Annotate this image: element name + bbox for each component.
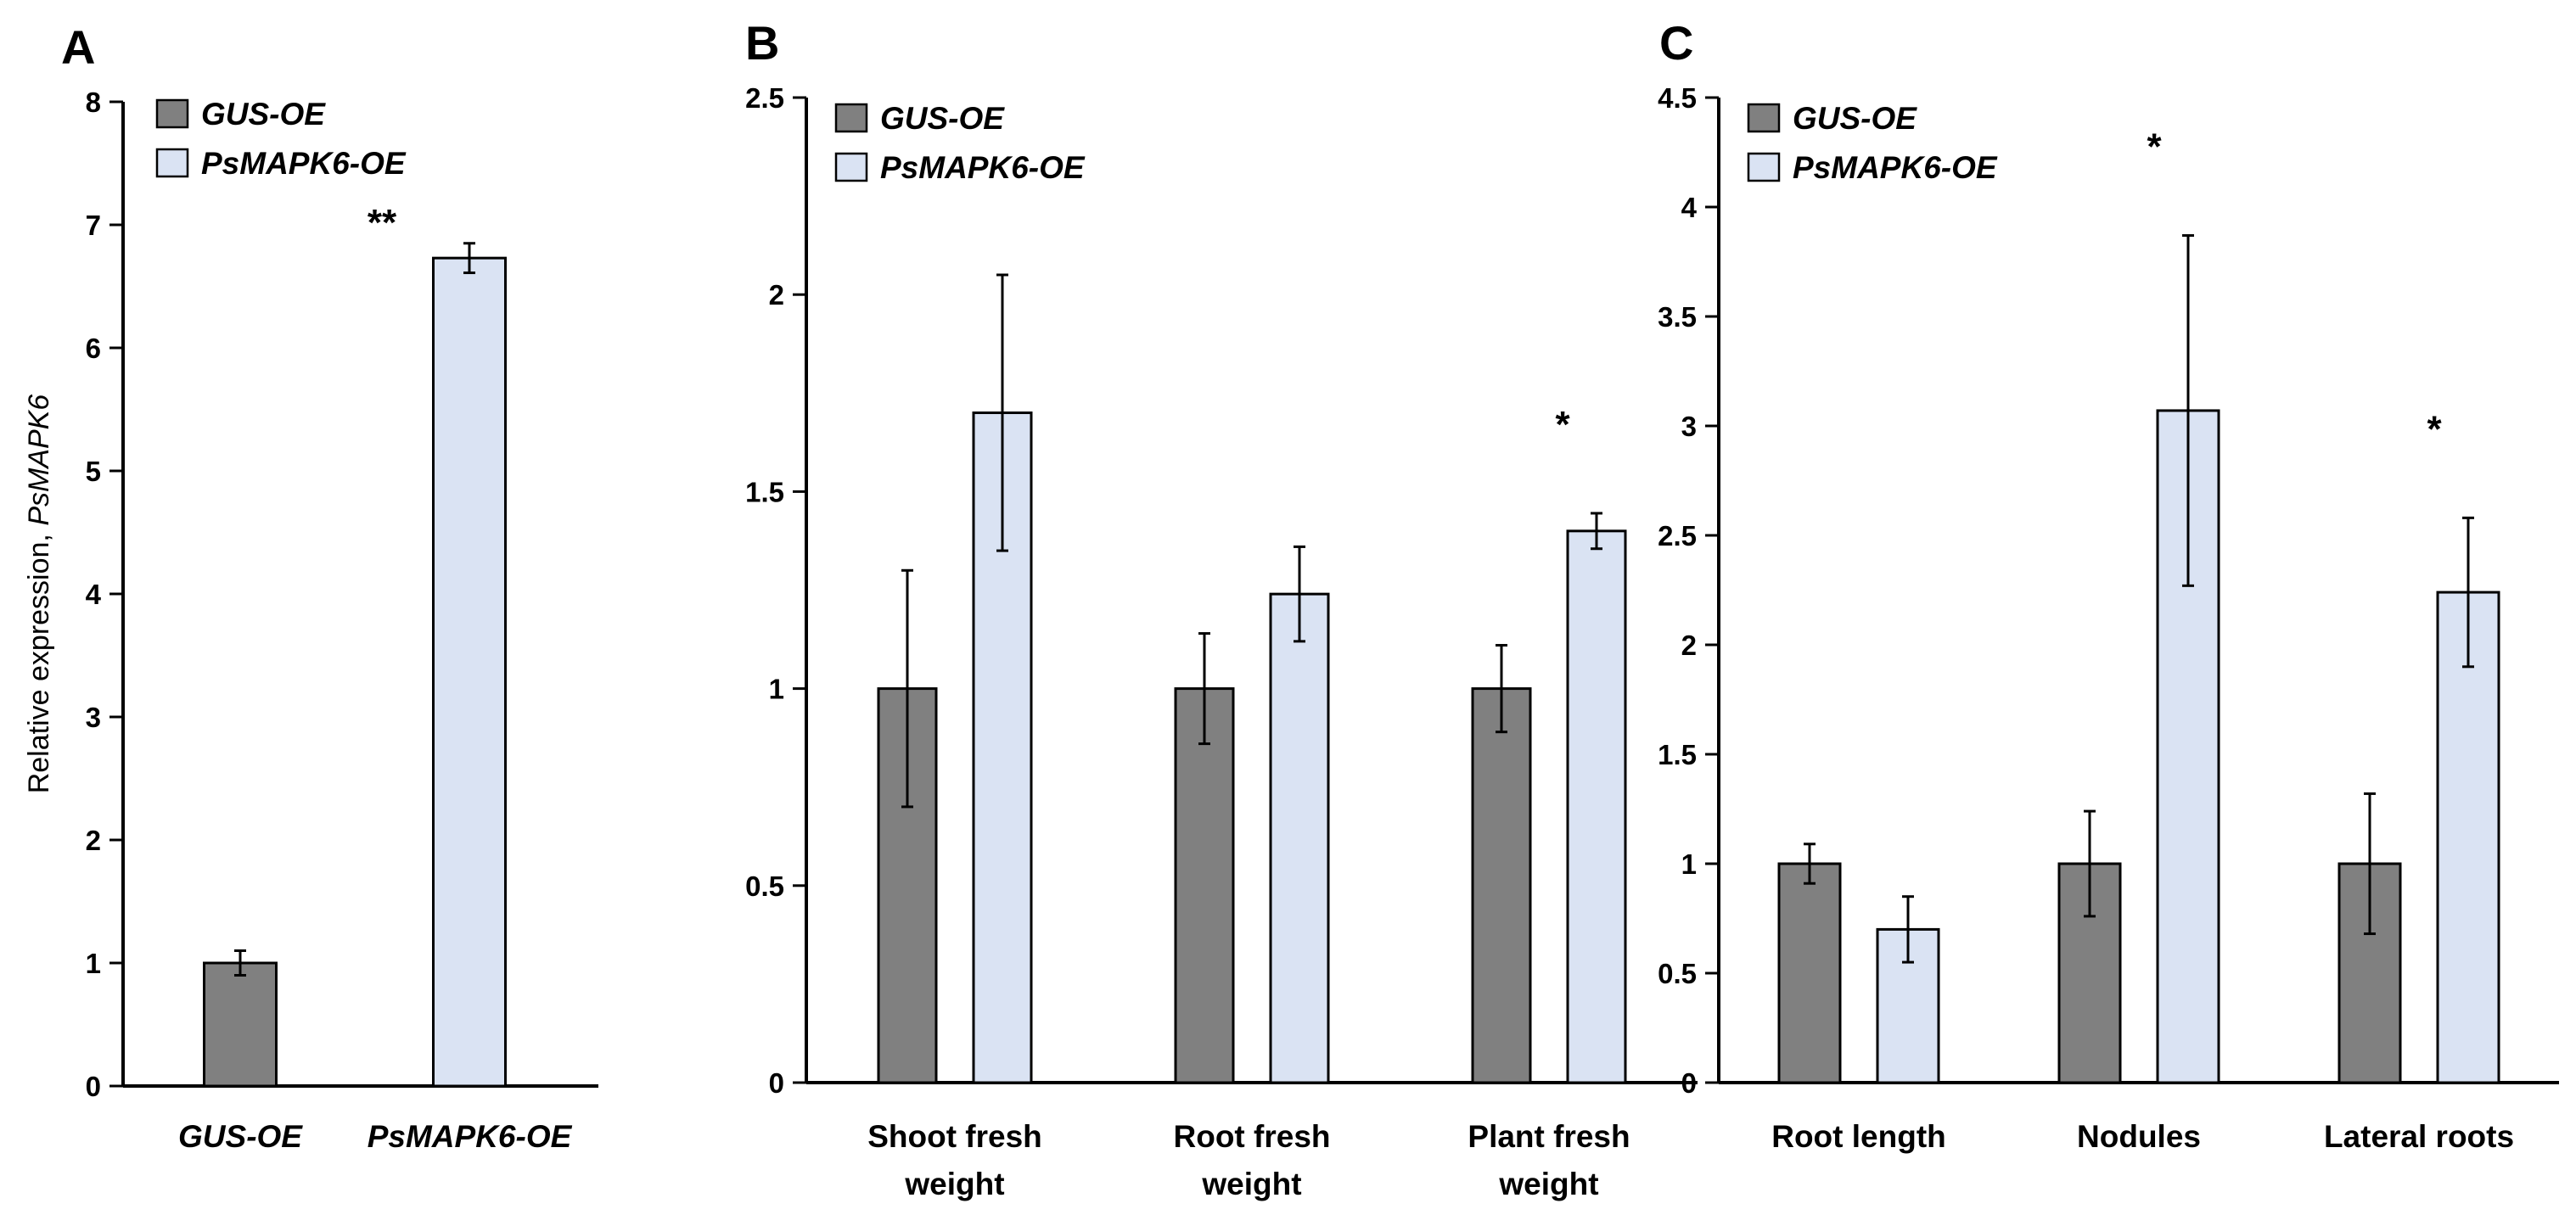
x-category-label: PsMAPK6-OE: [368, 1119, 573, 1154]
x-category-label: Lateral roots: [2324, 1119, 2514, 1154]
significance-marker: *: [2147, 126, 2162, 168]
legend-label-psmapk6: PsMAPK6-OE: [880, 150, 1086, 185]
y-tick-label: 0.5: [1658, 958, 1697, 989]
legend-label-gus: GUS-OE: [1793, 101, 1917, 136]
y-tick-label: 8: [86, 87, 101, 118]
bar-gus: [1174, 687, 1235, 1084]
legend-label-psmapk6: PsMAPK6-OE: [201, 146, 407, 181]
panel-letter: A: [61, 20, 95, 74]
x-category-label: Shoot fresh: [867, 1119, 1042, 1154]
y-tick-label: 3: [1681, 411, 1697, 442]
x-category-label: GUS-OE: [178, 1119, 303, 1154]
x-category-label: Root length: [1771, 1119, 1946, 1154]
bar: [432, 256, 507, 1088]
significance-marker: *: [1555, 404, 1570, 445]
y-tick-label: 1.5: [745, 476, 784, 507]
x-category-label: Nodules: [2077, 1119, 2201, 1154]
x-category-label: weight: [1201, 1167, 1301, 1201]
legend-swatch-gus: [1747, 103, 1781, 133]
legend-label-gus: GUS-OE: [880, 101, 1005, 136]
panel-c: 0 0.5 1 1.5 2 2.5 3 3.5 4 4.5 C Root length * Nodules…: [1658, 16, 2559, 1154]
y-tick-label: 2: [86, 825, 101, 856]
x-category-label: Root fresh: [1174, 1119, 1331, 1154]
y-tick-label: 0: [769, 1067, 784, 1099]
y-tick-label: 1: [769, 674, 784, 705]
y-tick-label: 3: [86, 702, 101, 733]
legend-swatch-gus: [834, 103, 868, 133]
y-tick-label: 1: [1681, 848, 1697, 880]
y-tick-label: 1: [86, 948, 101, 979]
bar-gus: [1777, 862, 1842, 1084]
legend-label-psmapk6: PsMAPK6-OE: [1793, 150, 1998, 185]
bar: [203, 961, 278, 1088]
y-tick-label: 2: [769, 279, 784, 311]
x-category-label: weight: [904, 1167, 1004, 1201]
panel-letter: C: [1659, 16, 1693, 70]
y-tick-label: 4: [1681, 192, 1698, 223]
y-tick-label: 5: [86, 456, 101, 487]
y-tick-label: 1.5: [1658, 739, 1697, 770]
x-category-label: weight: [1498, 1167, 1598, 1201]
y-tick-label: 7: [86, 210, 101, 241]
legend-swatch-gus: [155, 98, 189, 129]
legend-label-gus: GUS-OE: [201, 97, 326, 132]
panel-a: 0 1 2 3 4 5 6 7 8 A GUS-OE ** PsMAPK6-OE Relative exp…: [23, 20, 598, 1154]
y-tick-label: 4.5: [1658, 82, 1697, 114]
bar-psmapk6: [1269, 592, 1330, 1084]
significance-marker: **: [368, 202, 397, 244]
y-tick-label: 0: [86, 1071, 101, 1102]
legend-swatch-psmapk6: [155, 148, 189, 178]
y-tick-label: 0: [1681, 1067, 1697, 1099]
y-tick-label: 0.5: [745, 871, 784, 902]
y-axis-label-gene: PsMAPK6: [23, 395, 55, 526]
bar-gus: [1471, 687, 1532, 1084]
y-axis-label: Relative expression, PsMAPK6: [23, 395, 55, 794]
panel-b: 0 0.5 1 1.5 2 2.5 B Shoot fresh weight Root fresh…: [745, 16, 1698, 1201]
panel-letter: B: [745, 16, 779, 70]
legend-swatch-psmapk6: [834, 152, 868, 182]
x-category-label: Plant fresh: [1468, 1119, 1630, 1154]
y-tick-label: 4: [86, 579, 102, 610]
y-tick-label: 6: [86, 333, 101, 364]
significance-marker: *: [2427, 408, 2442, 450]
y-tick-label: 2.5: [1658, 520, 1697, 551]
y-tick-label: 2.5: [745, 82, 784, 114]
y-tick-label: 3.5: [1658, 301, 1697, 333]
legend-swatch-psmapk6: [1747, 152, 1781, 182]
y-tick-label: 2: [1681, 630, 1697, 661]
y-axis-label-text: Relative expression,: [23, 526, 55, 794]
bar-psmapk6: [1566, 529, 1627, 1084]
bar-psmapk6: [2436, 591, 2500, 1084]
